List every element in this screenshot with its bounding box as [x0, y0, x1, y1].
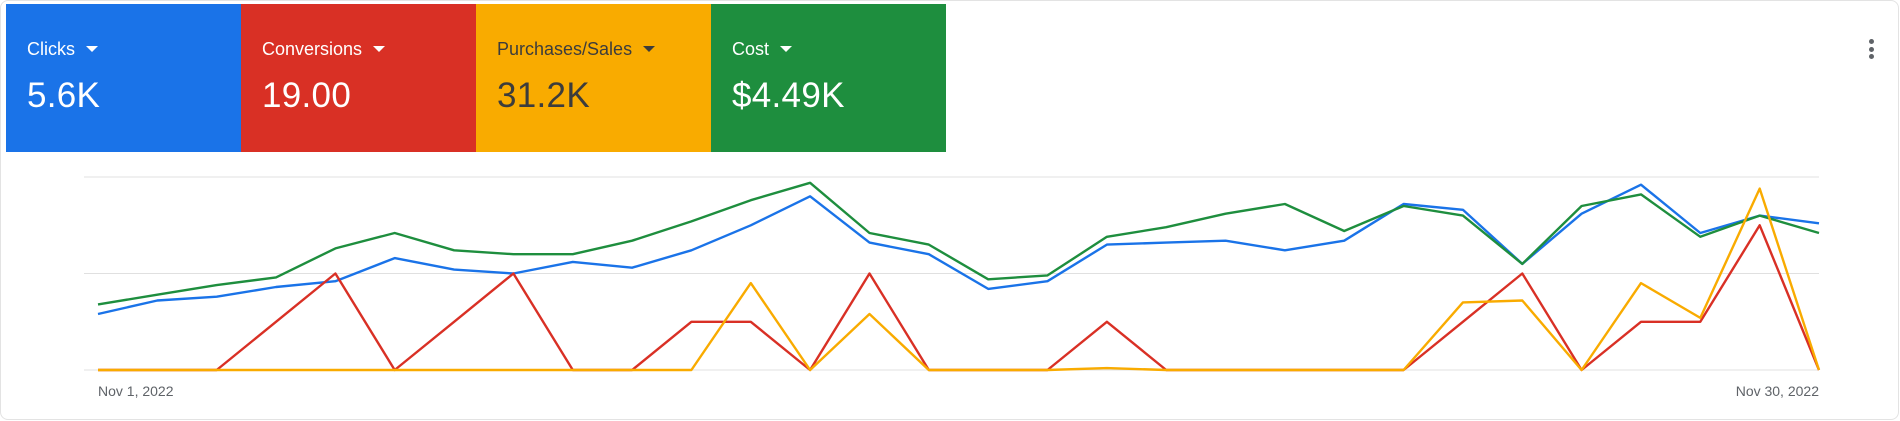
x-tick-label-start: Nov 1, 2022	[98, 383, 174, 399]
metric-selector-conversions[interactable]: Conversions	[262, 37, 476, 61]
series-line-purchases-sales[interactable]	[98, 187, 1821, 372]
metric-value: 5.6K	[27, 76, 101, 115]
metric-value: 19.00	[262, 76, 352, 115]
menu-dot	[1868, 46, 1874, 52]
metric-value: 31.2K	[497, 76, 590, 115]
metric-label: Clicks	[27, 38, 75, 59]
metric-label: Purchases/Sales	[497, 38, 633, 59]
metric-selector-purchases-sales[interactable]: Purchases/Sales	[497, 37, 711, 61]
metric-tile-conversions[interactable]: Conversions 19.00	[241, 4, 476, 152]
dropdown-caret-icon[interactable]	[780, 46, 793, 52]
chart-gridlines	[84, 176, 1819, 371]
dropdown-caret-icon[interactable]	[86, 46, 98, 52]
metric-tile-clicks[interactable]: Clicks 5.6K	[6, 4, 241, 152]
metric-selector-cost[interactable]: Cost	[732, 37, 946, 61]
metric-label: Cost	[732, 38, 770, 59]
metric-value: $4.49K	[732, 76, 845, 115]
series-line-conversions[interactable]	[98, 224, 1821, 372]
series-line-clicks[interactable]	[97, 183, 1820, 316]
metric-selector-clicks[interactable]: Clicks	[27, 37, 241, 61]
metric-tile-cost[interactable]: Cost $4.49K	[711, 4, 946, 152]
menu-dot	[1868, 39, 1874, 44]
metric-tiles: Clicks 5.6K Conversions 19.00 Purchases/…	[6, 4, 946, 152]
dropdown-caret-icon[interactable]	[643, 46, 656, 52]
menu-dot	[1868, 54, 1874, 59]
series-line-cost[interactable]	[97, 181, 1820, 306]
metric-tile-purchases-sales[interactable]: Purchases/Sales 31.2K	[476, 4, 711, 152]
metric-label: Conversions	[262, 38, 363, 59]
more-vert-icon[interactable]	[1859, 35, 1883, 63]
x-tick-label-end: Nov 30, 2022	[1736, 383, 1819, 399]
chart-series	[97, 181, 1821, 372]
dropdown-caret-icon[interactable]	[373, 46, 386, 52]
